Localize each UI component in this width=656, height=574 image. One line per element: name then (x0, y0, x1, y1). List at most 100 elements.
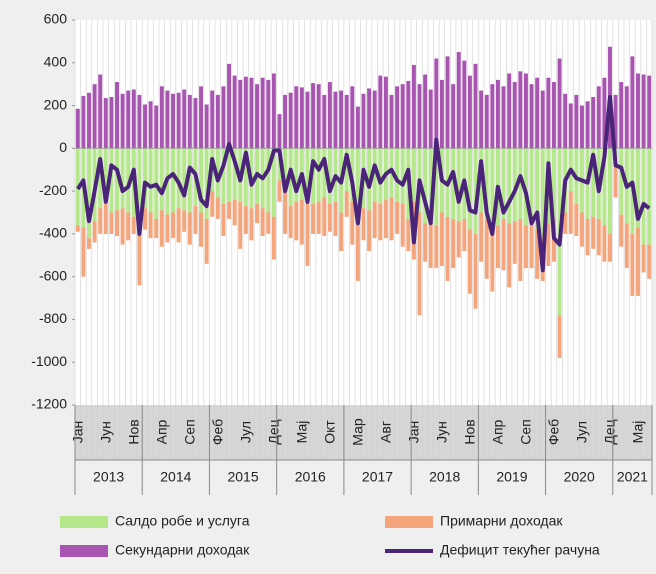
year-label: 2017 (362, 469, 393, 485)
bar (602, 148, 607, 226)
bar (518, 71, 523, 149)
legend-label: Дефицит текућег рачуна (440, 542, 600, 558)
bar (199, 86, 204, 149)
bar (361, 93, 366, 149)
legend-swatch (60, 516, 108, 528)
bar (148, 148, 153, 213)
x-tick-label: Дец (602, 419, 618, 444)
bar (647, 244, 652, 279)
bar (439, 79, 444, 149)
bar (143, 104, 147, 149)
bar (283, 148, 288, 192)
bar (131, 216, 136, 234)
bar (389, 94, 394, 149)
bar (232, 199, 237, 226)
x-tick-label: Мај (294, 421, 310, 444)
bar (613, 165, 618, 198)
x-tick-label: Феб (210, 419, 226, 445)
bar (126, 212, 131, 241)
y-tick-label: -600 (39, 267, 67, 283)
bar (210, 90, 215, 149)
bar (574, 94, 579, 149)
bar (602, 225, 607, 262)
bar (115, 148, 119, 211)
bar (535, 148, 540, 230)
bar (283, 191, 288, 234)
bar (406, 218, 411, 251)
bar (98, 74, 103, 149)
x-tick-label: Апр (490, 419, 506, 444)
bar (165, 90, 170, 149)
bar (400, 84, 405, 149)
bar (495, 79, 500, 149)
bar (322, 197, 327, 237)
x-tick-label: Јун (98, 421, 114, 443)
bar (221, 203, 226, 237)
bar (636, 73, 640, 149)
bar (490, 148, 495, 224)
bar (495, 225, 500, 269)
bar (311, 83, 316, 149)
legend-label: Секундарни доходак (115, 542, 250, 558)
y-tick-label: -200 (39, 182, 67, 198)
y-tick-label: 400 (44, 53, 68, 69)
bar (322, 148, 327, 198)
bar (501, 86, 506, 149)
bar (596, 218, 601, 256)
bar (467, 229, 472, 294)
bar (199, 148, 204, 213)
bar (613, 94, 618, 149)
bar (271, 216, 276, 260)
bar (428, 218, 433, 269)
bar (451, 84, 456, 149)
bar (535, 77, 540, 149)
bar (87, 238, 91, 249)
bar (619, 148, 624, 215)
bar (490, 84, 495, 149)
bar (232, 75, 237, 149)
year-label: 2018 (429, 469, 460, 485)
bar (159, 210, 164, 247)
x-tick-label: Нов (126, 419, 142, 444)
line (76, 95, 651, 273)
bar (378, 75, 383, 149)
bar (193, 206, 198, 234)
bar (580, 105, 584, 149)
bar (591, 216, 596, 249)
bar (451, 148, 456, 219)
bar (299, 87, 304, 149)
bar (423, 148, 428, 224)
bar (288, 92, 293, 149)
bar (305, 197, 310, 266)
bar (372, 201, 377, 239)
bar (512, 82, 517, 149)
bar (327, 82, 332, 149)
bar (75, 225, 80, 232)
bar (596, 86, 601, 149)
x-tick-label: Авг (378, 421, 394, 443)
bar (479, 148, 484, 213)
bar (647, 75, 652, 149)
bar (473, 233, 478, 309)
bar (423, 74, 428, 149)
bar (400, 203, 405, 247)
bar (355, 212, 360, 281)
bar (395, 86, 400, 149)
bar (512, 148, 517, 222)
month-band (75, 405, 652, 460)
bar (389, 197, 394, 241)
bar (467, 75, 472, 149)
bar (512, 221, 517, 264)
bar (238, 201, 243, 249)
bar (210, 191, 215, 217)
bar (260, 77, 265, 149)
bar (316, 84, 321, 149)
legend-label: Салдо робе и услуга (115, 513, 250, 529)
bar (423, 223, 428, 262)
bar (484, 148, 489, 219)
bar (221, 86, 226, 149)
bar (271, 148, 276, 217)
bar (154, 105, 159, 149)
bar (355, 106, 360, 149)
bar (602, 77, 607, 149)
